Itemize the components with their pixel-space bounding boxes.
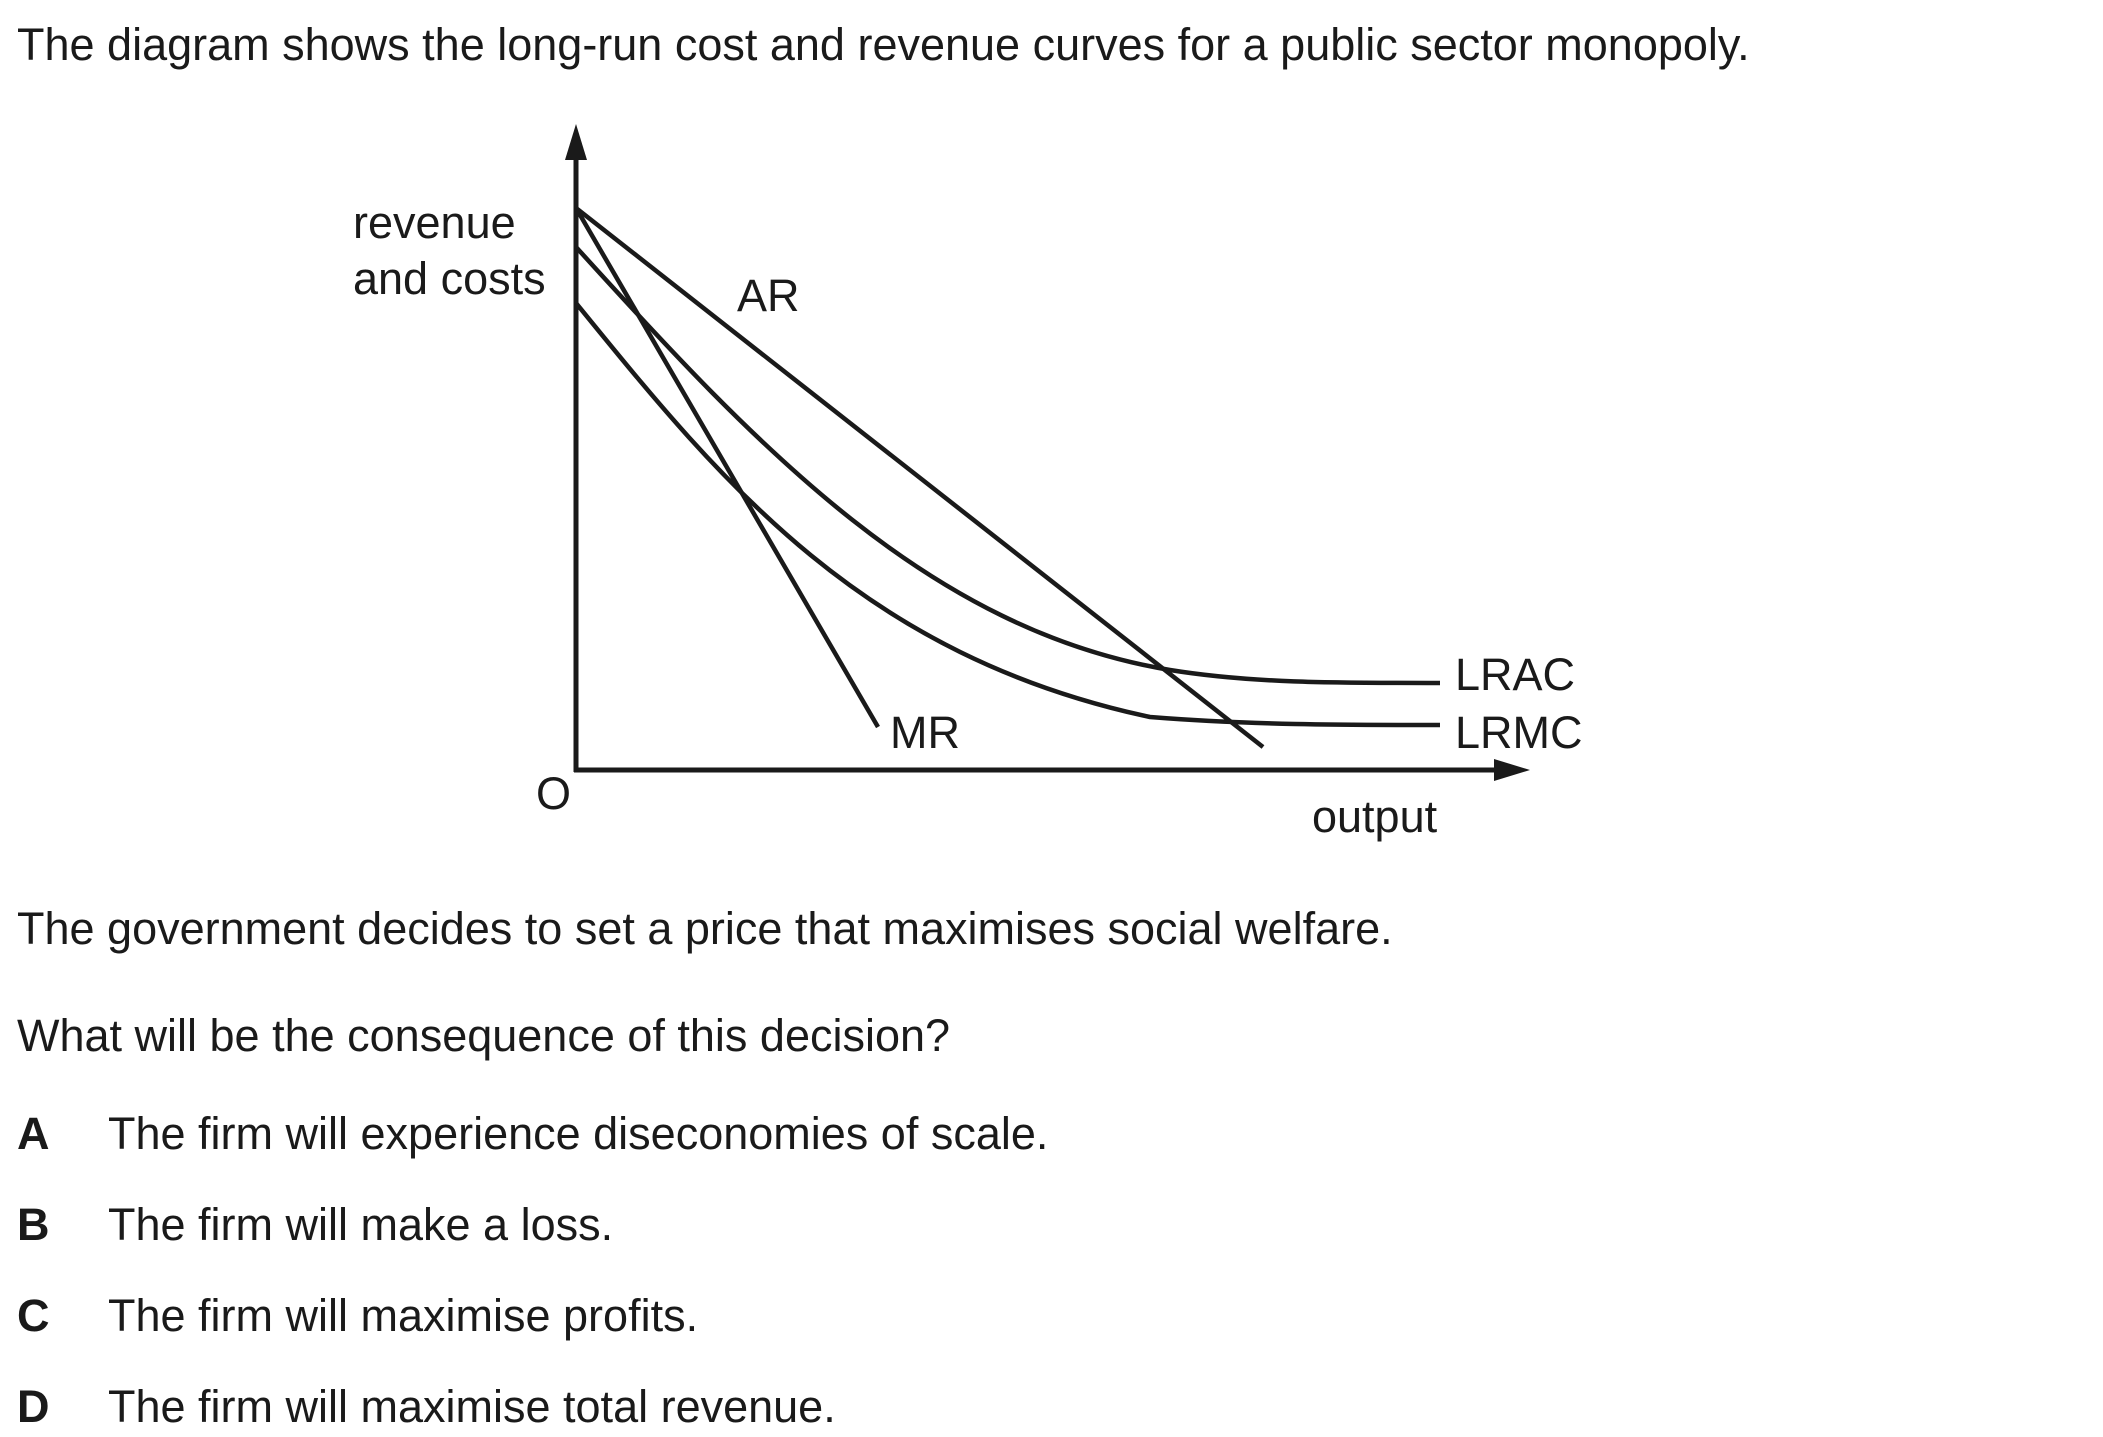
y-axis-label-line1: revenue xyxy=(353,197,516,248)
x-axis-label: output xyxy=(1312,791,1438,842)
intro-text: The diagram shows the long-run cost and … xyxy=(17,19,1750,70)
mr-curve xyxy=(574,206,880,729)
y-axis-arrowhead xyxy=(565,124,587,160)
option-d-text: The firm will maximise total revenue. xyxy=(108,1381,836,1432)
y-axis-label-line2: and costs xyxy=(353,253,546,304)
lrmc-label: LRMC xyxy=(1455,707,1583,758)
x-axis-arrowhead xyxy=(1494,759,1530,781)
origin-label: O xyxy=(536,768,571,819)
option-a-letter: A xyxy=(17,1108,50,1159)
mr-label: MR xyxy=(890,707,960,758)
ar-label: AR xyxy=(737,270,800,321)
lrac-label: LRAC xyxy=(1455,649,1575,700)
option-c-letter: C xyxy=(17,1290,50,1341)
ar-curve xyxy=(574,206,1265,749)
cost-revenue-diagram: revenue and costs AR MR LRAC LRMC O outp… xyxy=(353,124,1583,842)
option-b-letter: B xyxy=(17,1199,50,1250)
lrmc-curve xyxy=(574,301,1441,728)
lrac-curve xyxy=(574,245,1441,686)
option-b-text: The firm will make a loss. xyxy=(108,1199,614,1250)
option-c-text: The firm will maximise profits. xyxy=(108,1290,699,1341)
question-text: What will be the consequence of this dec… xyxy=(17,1010,951,1061)
statement-text: The government decides to set a price th… xyxy=(17,903,1393,954)
option-d-letter: D xyxy=(17,1381,50,1432)
option-a-text: The firm will experience diseconomies of… xyxy=(108,1108,1049,1159)
